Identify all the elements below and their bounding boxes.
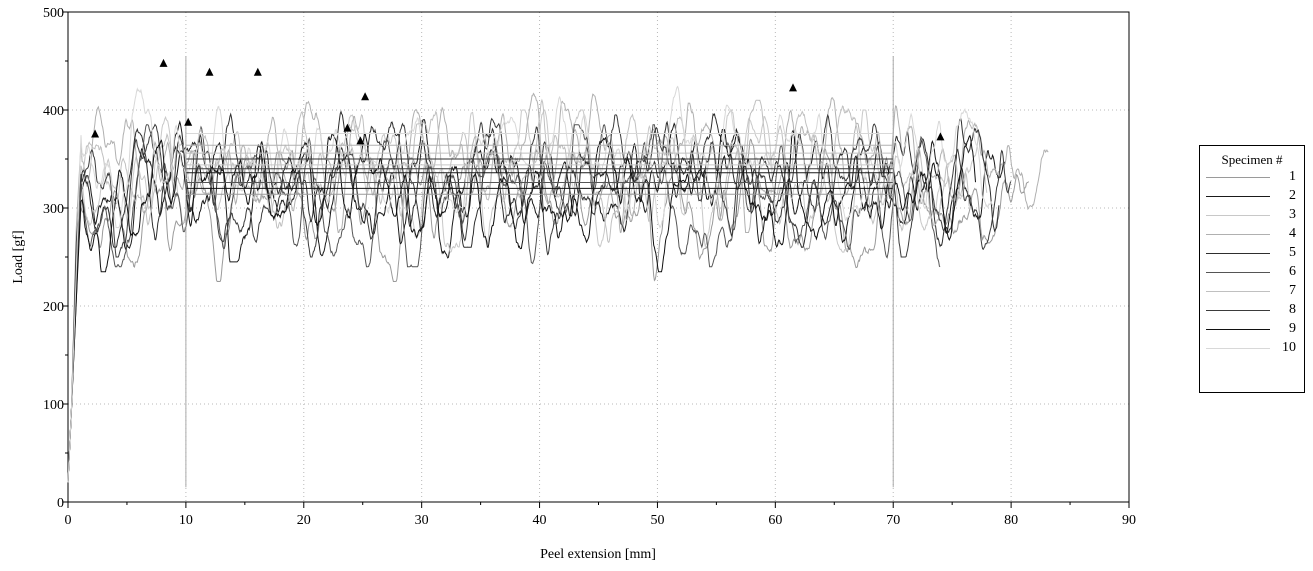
legend-label: 10 xyxy=(1282,340,1296,355)
legend-swatch xyxy=(1206,253,1270,254)
plateau-lines xyxy=(185,56,894,488)
legend-item-10: 10 xyxy=(1200,339,1304,358)
series-line-3 xyxy=(67,109,988,483)
legend-swatch xyxy=(1206,291,1270,292)
x-tick-label: 90 xyxy=(1122,513,1136,528)
legend-label: 3 xyxy=(1289,207,1296,222)
legend-swatch xyxy=(1206,177,1270,178)
peak-marker-3 xyxy=(789,83,797,92)
peak-marker-8 xyxy=(936,132,945,141)
x-axis-label: Peel extension [mm] xyxy=(540,547,656,562)
legend-swatch xyxy=(1206,234,1270,235)
legend-label: 1 xyxy=(1289,169,1296,184)
legend-label: 9 xyxy=(1289,321,1296,336)
legend-item-6: 6 xyxy=(1200,263,1304,282)
peak-marker-1 xyxy=(205,67,214,76)
peak-markers xyxy=(91,58,945,145)
legend-label: 4 xyxy=(1289,226,1296,241)
peak-marker-6 xyxy=(343,123,352,132)
legend-item-4: 4 xyxy=(1200,225,1304,244)
plot-frame xyxy=(67,11,1130,503)
series-line-2 xyxy=(67,119,1005,483)
series-line-8 xyxy=(67,113,1012,483)
series-line-6 xyxy=(67,123,941,483)
legend-item-8: 8 xyxy=(1200,301,1304,320)
peak-marker-9 xyxy=(356,136,365,145)
x-tick-label: 60 xyxy=(768,513,782,528)
legend-swatch xyxy=(1206,348,1270,349)
x-tick-label: 40 xyxy=(533,513,547,528)
legend-title: Specimen # xyxy=(1221,152,1283,167)
x-tick-label: 50 xyxy=(650,513,664,528)
legend-item-9: 9 xyxy=(1200,320,1304,339)
peak-marker-10 xyxy=(184,117,193,126)
legend-label: 7 xyxy=(1289,283,1296,298)
legend-item-7: 7 xyxy=(1200,282,1304,301)
legend-label: 2 xyxy=(1289,188,1296,203)
legend-label: 6 xyxy=(1289,264,1296,279)
x-tick-label: 70 xyxy=(886,513,900,528)
gridlines xyxy=(68,12,1129,502)
y-tick-label: 200 xyxy=(43,300,64,315)
peak-marker-7 xyxy=(253,67,262,76)
x-tick-label: 80 xyxy=(1004,513,1018,528)
x-tick-label: 20 xyxy=(297,513,311,528)
y-axis-ticks: 0 100 200 300 400 500 xyxy=(43,6,68,511)
y-tick-label: 100 xyxy=(43,398,64,413)
peak-marker-5 xyxy=(361,92,370,101)
y-tick-label: 300 xyxy=(43,202,64,217)
legend-swatch xyxy=(1206,310,1270,311)
y-tick-label: 0 xyxy=(57,496,64,511)
legend-swatch xyxy=(1206,272,1270,273)
legend-label: 5 xyxy=(1289,245,1296,260)
x-axis-ticks: 0 10 20 30 40 50 60 70 80 90 xyxy=(65,502,1136,528)
legend-item-2: 2 xyxy=(1200,187,1304,206)
legend-item-3: 3 xyxy=(1200,206,1304,225)
legend-item-1: 1 xyxy=(1200,168,1304,187)
y-tick-label: 500 xyxy=(43,6,64,21)
x-tick-label: 30 xyxy=(415,513,429,528)
legend-item-5: 5 xyxy=(1200,244,1304,263)
series-line-9 xyxy=(67,129,976,483)
series-lines xyxy=(67,85,1049,483)
legend-swatch xyxy=(1206,196,1270,197)
legend: Specimen # 1 2 3 4 5 6 7 8 9 10 xyxy=(1199,145,1305,393)
series-line-7 xyxy=(67,98,970,483)
legend-label: 8 xyxy=(1289,302,1296,317)
y-axis-label: Load [gf] xyxy=(11,230,26,283)
legend-swatch xyxy=(1206,215,1270,216)
peak-marker-4 xyxy=(159,58,168,67)
x-tick-label: 10 xyxy=(179,513,193,528)
x-tick-label: 0 xyxy=(65,513,72,528)
peak-marker-2 xyxy=(91,129,100,138)
y-tick-label: 400 xyxy=(43,104,64,119)
legend-swatch xyxy=(1206,329,1270,330)
